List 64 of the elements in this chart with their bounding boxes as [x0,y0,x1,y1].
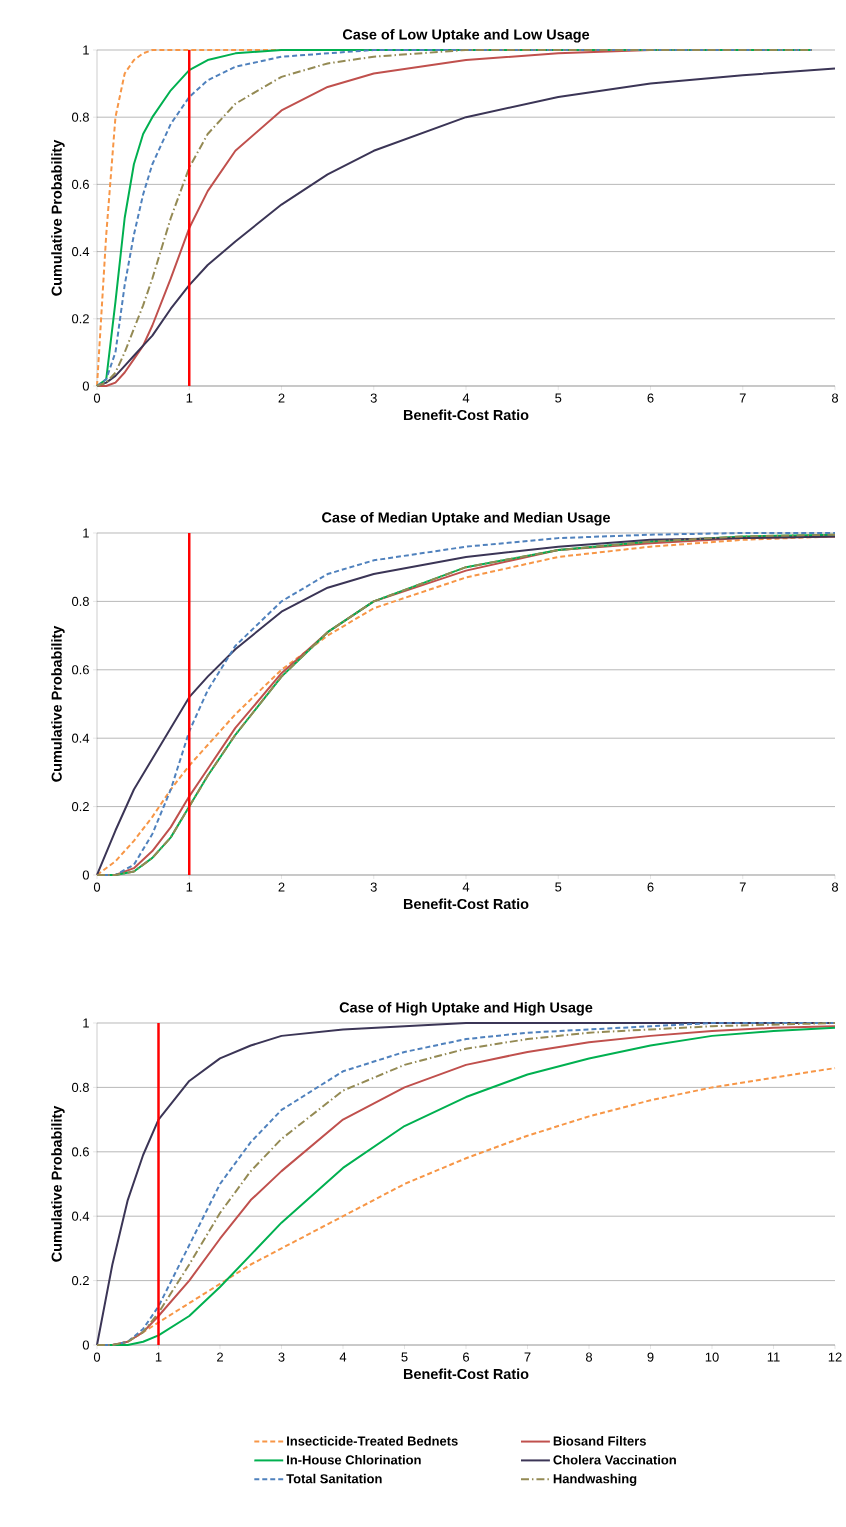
x-tick-label: 7 [524,1352,531,1362]
legend-label: Insecticide-Treated Bednets [287,1436,458,1446]
x-tick-label: 8 [585,1352,593,1362]
y-tick-label: 0.2 [71,1276,89,1286]
y-tick-label: 0.4 [71,733,90,743]
x-axis-title: Benefit-Cost Ratio [403,409,529,421]
x-tick-label: 0 [93,882,101,892]
x-axis-title: Benefit-Cost Ratio [403,1368,529,1380]
x-tick-label: 4 [339,1352,347,1362]
y-tick-label: 0.6 [71,1147,89,1157]
x-tick-label: 5 [401,1352,408,1362]
y-axis-title: Cumulative Probability [51,1105,65,1262]
x-tick-label: 0 [93,1352,101,1362]
x-tick-label: 6 [463,1352,470,1362]
x-tick-label: 12 [828,1352,842,1362]
x-tick-label: 10 [705,1352,719,1362]
y-axis-title: Cumulative Probability [51,625,65,782]
y-tick-label: 0 [82,870,89,880]
y-tick-label: 0.8 [71,1082,89,1092]
x-tick-label: 1 [186,393,193,403]
y-tick-label: 0.6 [71,179,89,189]
x-tick-label: 1 [186,882,193,892]
x-tick-label: 7 [739,882,746,892]
legend-label: Biosand Filters [553,1436,646,1446]
x-tick-label: 7 [739,393,746,403]
y-tick-label: 1 [83,1018,89,1028]
y-tick-label: 0 [82,381,89,391]
x-tick-label: 9 [647,1352,654,1362]
y-tick-label: 1 [83,45,89,55]
x-tick-label: 0 [93,393,101,403]
x-tick-label: 3 [370,393,377,403]
y-tick-label: 0.4 [71,1211,90,1221]
y-tick-label: 0.8 [71,596,89,606]
legend-label: Handwashing [553,1473,637,1486]
x-tick-label: 2 [217,1352,223,1362]
x-tick-label: 1 [155,1352,162,1362]
x-tick-label: 4 [462,882,470,892]
x-tick-label: 5 [555,393,562,403]
x-tick-label: 3 [278,1352,285,1362]
x-tick-label: 6 [647,882,654,892]
x-tick-label: 8 [831,882,839,892]
x-tick-label: 2 [278,393,285,403]
x-tick-label: 6 [647,393,654,403]
y-tick-label: 0.4 [71,247,90,257]
legend-label: Cholera Vaccination [553,1454,676,1465]
y-tick-label: 0.2 [71,802,89,812]
chart-title: Case of High Uptake and High Usage [339,1001,593,1016]
x-tick-label: 11 [767,1352,780,1362]
chart-title: Case of Low Uptake and Low Usage [342,28,590,43]
x-tick-label: 8 [831,393,839,403]
y-axis-title: Cumulative Probability [51,139,65,296]
x-tick-label: 3 [370,882,377,892]
y-tick-label: 0.2 [71,314,89,324]
y-tick-label: 0 [82,1340,89,1350]
y-tick-label: 0.6 [71,665,89,675]
x-tick-label: 4 [462,393,470,403]
y-tick-label: 1 [83,528,89,538]
x-tick-label: 2 [278,882,285,892]
y-tick-label: 0.8 [71,112,89,122]
legend-label: Total Sanitation [286,1473,382,1484]
chart-title: Case of Median Uptake and Median Usage [322,511,610,526]
x-axis-title: Benefit-Cost Ratio [403,898,529,910]
x-tick-label: 5 [555,882,562,892]
legend-label: In-House Chlorination [287,1454,421,1465]
